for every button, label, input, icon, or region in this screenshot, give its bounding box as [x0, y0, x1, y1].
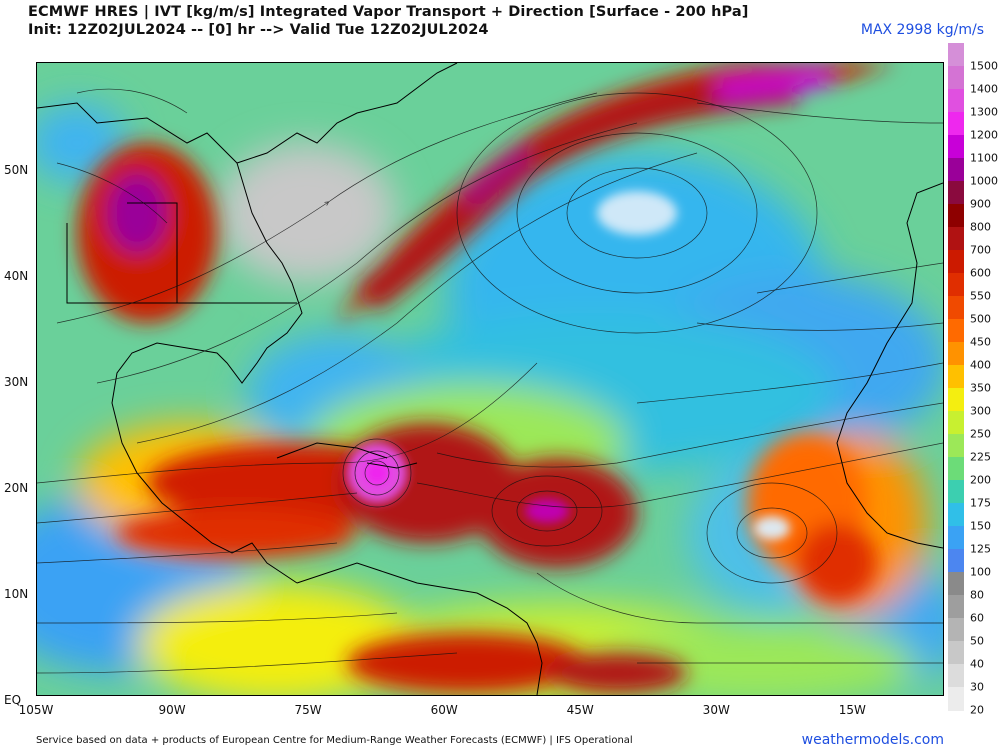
colorbar-segment [948, 434, 964, 458]
ivt-map [36, 62, 944, 696]
lon-label-15w: 15W [838, 703, 866, 717]
colorbar-label: 350 [970, 381, 991, 395]
colorbar-label: 100 [970, 565, 991, 579]
colorbar-label: 600 [970, 266, 991, 280]
colorbar-segment [948, 227, 964, 251]
lat-label-20n: 20N [4, 481, 29, 495]
colorbar-segment [948, 411, 964, 435]
colorbar-label: 20 [970, 703, 984, 717]
lat-label-30n: 30N [4, 375, 29, 389]
colorbar-label: 200 [970, 473, 991, 487]
colorbar-label: 50 [970, 634, 984, 648]
colorbar-segment [948, 296, 964, 320]
colorbar-segment [948, 457, 964, 481]
colorbar-label: 900 [970, 197, 991, 211]
colorbar-label: 60 [970, 611, 984, 625]
colorbar-segment [948, 618, 964, 642]
colorbar-segment [948, 135, 964, 159]
max-value-label: MAX 2998 kg/m/s [860, 22, 984, 38]
colorbar-segment [948, 595, 964, 619]
colorbar-segment [948, 89, 964, 113]
colorbar-label: 400 [970, 358, 991, 372]
ivt-map-canvas [37, 63, 943, 695]
lon-label-60w: 60W [430, 703, 458, 717]
colorbar-segment [948, 641, 964, 665]
colorbar-label: 80 [970, 588, 984, 602]
lat-label-eq: EQ [4, 693, 22, 707]
colorbar-segment [948, 112, 964, 136]
colorbar-label: 1000 [970, 174, 998, 188]
colorbar-label: 300 [970, 404, 991, 418]
colorbar-label: 500 [970, 312, 991, 326]
chart-subtitle: Init: 12Z02JUL2024 -- [0] hr --> Valid T… [28, 22, 489, 38]
colorbar-label: 1200 [970, 128, 998, 142]
colorbar-label: 175 [970, 496, 991, 510]
tropical-wave-core [525, 499, 569, 523]
chart-title: ECMWF HRES | IVT [kg/m/s] Integrated Vap… [28, 4, 749, 20]
lon-label-45w: 45W [566, 703, 594, 717]
colorbar-segment [948, 572, 964, 596]
colorbar-segment [948, 250, 964, 274]
lat-label-40n: 40N [4, 269, 29, 283]
colorbar-label: 700 [970, 243, 991, 257]
lon-label-75w: 75W [294, 703, 322, 717]
colorbar-segment [948, 687, 964, 711]
colorbar-label: 800 [970, 220, 991, 234]
colorbar-segment [948, 526, 964, 550]
lat-label-50n: 50N [4, 163, 29, 177]
colorbar-label: 125 [970, 542, 991, 556]
colorbar-label: 30 [970, 680, 984, 694]
colorbar-label: 225 [970, 450, 991, 464]
colorbar-label: 1500 [970, 59, 998, 73]
colorbar-segment [948, 204, 964, 228]
colorbar-label: 1400 [970, 82, 998, 96]
colorbar-segment [948, 319, 964, 343]
colorbar-segment [948, 480, 964, 504]
colorbar-segment [948, 664, 964, 688]
colorbar-segment [948, 342, 964, 366]
lon-label-105w: 105W [18, 703, 54, 717]
colorbar-segment [948, 388, 964, 412]
coastlines [37, 63, 943, 695]
lat-label-10n: 10N [4, 587, 29, 601]
colorbar-segment [948, 181, 964, 205]
lon-label-90w: 90W [158, 703, 186, 717]
colorbar-segment [948, 66, 964, 90]
colorbar-segment [948, 273, 964, 297]
colorbar-label: 550 [970, 289, 991, 303]
colorbar-label: 40 [970, 657, 984, 671]
colorbar-segment [948, 158, 964, 182]
lon-label-30w: 30W [702, 703, 730, 717]
colorbar-label: 450 [970, 335, 991, 349]
colorbar-segment [948, 365, 964, 389]
colorbar-label: 1300 [970, 105, 998, 119]
data-credit: Service based on data + products of Euro… [36, 735, 633, 746]
subtropical-high-center [597, 191, 677, 235]
colorbar-label: 150 [970, 519, 991, 533]
colorbar-segment [948, 43, 964, 67]
colorbar-segment [948, 503, 964, 527]
colorbar-label: 250 [970, 427, 991, 441]
brand-link[interactable]: weathermodels.com [801, 732, 944, 748]
colorbar-segment [948, 549, 964, 573]
colorbar [948, 43, 964, 711]
colorbar-label: 1100 [970, 151, 998, 165]
